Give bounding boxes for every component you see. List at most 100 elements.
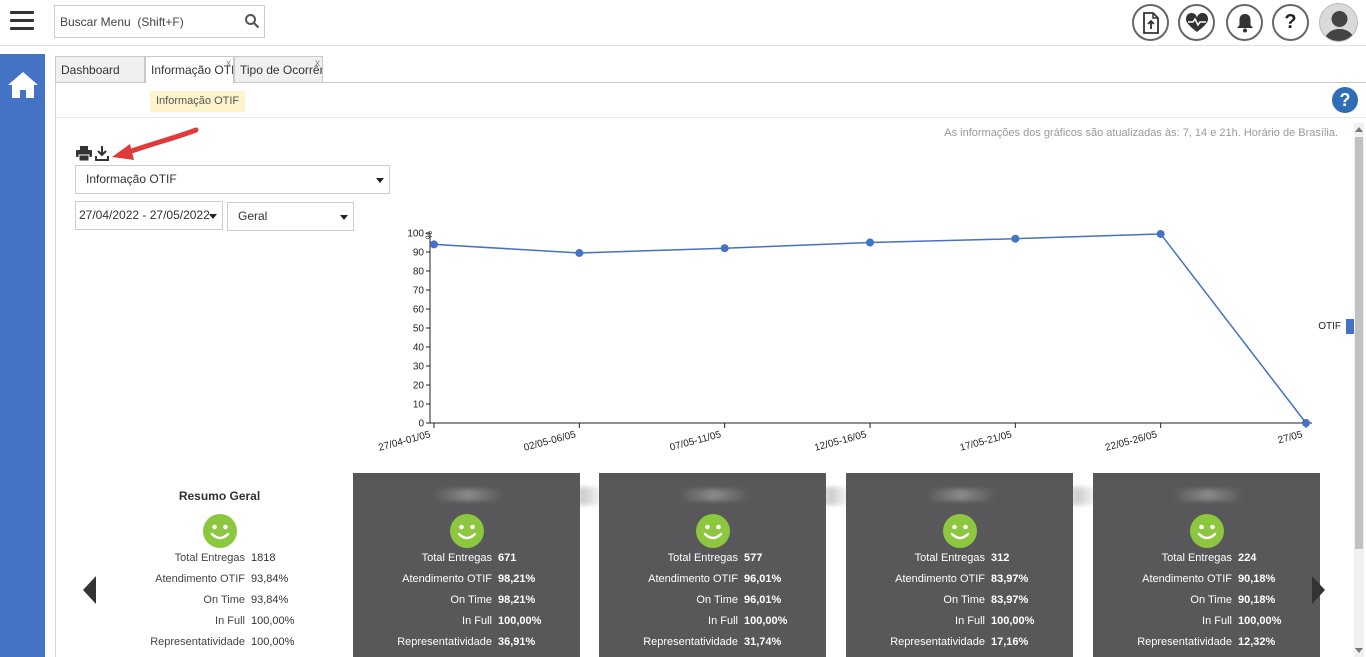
row-value: 100,00%	[251, 615, 295, 627]
scroll-up-icon[interactable]	[1355, 127, 1363, 132]
row-value: 100,00%	[251, 636, 295, 648]
x-tick-label: 27/05	[1277, 429, 1304, 446]
bell-icon[interactable]	[1226, 4, 1263, 41]
smiley-icon	[203, 514, 237, 548]
data-point	[866, 238, 874, 247]
card-row: On Time 90,18%	[1093, 590, 1320, 611]
data-point	[1011, 234, 1020, 243]
carousel-next-icon[interactable]	[1312, 576, 1325, 604]
row-value: 83,97%	[991, 594, 1029, 606]
card-row: Representatividade 12,32%	[1093, 632, 1320, 653]
scope-select[interactable]: Geral	[227, 202, 354, 231]
card-row: Total Entregas 312	[846, 548, 1073, 569]
row-value: 98,21%	[498, 573, 536, 585]
tab-informacao-otif[interactable]: Informação OTIF x	[145, 56, 234, 84]
row-value: 98,21%	[498, 594, 536, 606]
summary-card-4: Total Entregas 224 Atendimento OTIF 90,18%…	[1093, 473, 1320, 657]
smiley-icon	[1190, 514, 1224, 548]
row-label: In Full	[462, 615, 492, 627]
chevron-down-icon	[209, 214, 217, 219]
card-row: In Full 100,00%	[846, 611, 1073, 632]
print-icon[interactable]	[76, 146, 92, 161]
y-tick-label: 70	[413, 286, 425, 297]
carousel-prev-icon[interactable]	[83, 576, 96, 604]
row-value: 36,91%	[498, 636, 536, 648]
card-row: Total Entregas 224	[1093, 548, 1320, 569]
row-label: In Full	[708, 615, 738, 627]
scroll-thumb[interactable]	[1355, 137, 1363, 549]
y-tick-label: 60	[413, 305, 425, 316]
upload-file-icon[interactable]	[1132, 4, 1169, 41]
card-row: In Full 100,00%	[1093, 611, 1320, 632]
hamburger-menu-icon[interactable]	[10, 11, 34, 33]
row-label: Total Entregas	[667, 552, 738, 564]
smiley-icon	[943, 514, 977, 548]
heart-pulse-icon[interactable]	[1178, 4, 1215, 41]
home-icon[interactable]	[7, 70, 39, 100]
data-point	[1302, 419, 1310, 427]
download-icon[interactable]	[95, 145, 109, 161]
otif-line-chart: 0 10 20 30 40 50 60 70 80 90 100 % 27/04-01/05 02/05-…	[377, 229, 1361, 453]
summary-row: Total Entregas 1818	[106, 548, 333, 569]
y-tick-label: 30	[413, 362, 425, 373]
row-label: In Full	[215, 615, 245, 627]
row-label: Representatividade	[397, 636, 492, 648]
row-value: 224	[1238, 552, 1257, 564]
summary-general: Resumo Geral Total Entregas 1818 Atendime…	[106, 473, 333, 657]
summary-row: Atendimento OTIF 93,84%	[106, 569, 333, 590]
summary-card-3: Total Entregas 312 Atendimento OTIF 83,97%…	[846, 473, 1073, 657]
row-label: In Full	[955, 615, 985, 627]
row-label: Representatividade	[150, 636, 245, 648]
row-label: Total Entregas	[1161, 552, 1232, 564]
x-tick-label: 02/05-06/05	[523, 429, 578, 453]
summary-row: On Time 93,84%	[106, 590, 333, 611]
search-input[interactable]	[55, 6, 240, 37]
card-row: On Time 98,21%	[353, 590, 580, 611]
row-value: 93,84%	[251, 573, 289, 585]
scroll-down-icon[interactable]	[1355, 648, 1363, 653]
row-label: Atendimento OTIF	[648, 573, 738, 585]
chevron-down-icon	[340, 215, 348, 220]
card-row: Atendimento OTIF 83,97%	[846, 569, 1073, 590]
y-tick-label: 90	[413, 248, 425, 259]
summary-card-2: Total Entregas 577 Atendimento OTIF 96,01%…	[599, 473, 826, 657]
summary-row: Representatividade 100,00%	[106, 632, 333, 653]
tab-close-icon[interactable]: x	[315, 58, 320, 69]
report-select[interactable]: Informação OTIF	[75, 165, 390, 194]
tab-dashboard[interactable]: Dashboard	[55, 56, 145, 83]
summary-title: Resumo Geral	[178, 489, 261, 503]
summary-card-1: Total Entregas 671 Atendimento OTIF 98,21%…	[353, 473, 580, 657]
x-tick-label: 12/05-16/05	[813, 429, 868, 453]
tab-label: Dashboard	[61, 63, 120, 77]
x-tick-label: 27/04-01/05	[377, 429, 432, 453]
user-avatar-icon[interactable]	[1319, 3, 1358, 42]
row-label: In Full	[1202, 615, 1232, 627]
card-row: Representatividade 17,16%	[846, 632, 1073, 653]
data-point	[1156, 229, 1165, 238]
row-value: 17,16%	[991, 636, 1029, 648]
x-tick-label: 17/05-21/05	[959, 429, 1014, 453]
row-value: 671	[498, 552, 517, 564]
report-select-value: Informação OTIF	[86, 172, 177, 186]
y-tick-label: 10	[413, 400, 425, 411]
row-label: Total Entregas	[421, 552, 492, 564]
row-value: 93,84%	[251, 594, 289, 606]
date-range-select[interactable]: 27/04/2022 - 27/05/2022	[75, 201, 223, 230]
row-label: On Time	[696, 594, 738, 606]
search-icon[interactable]	[244, 13, 260, 29]
redacted-card-title	[926, 489, 996, 501]
help-icon[interactable]: ?	[1332, 87, 1358, 113]
search-box	[54, 5, 265, 38]
row-label: Total Entregas	[174, 552, 245, 564]
row-label: On Time	[450, 594, 492, 606]
row-label: On Time	[943, 594, 985, 606]
question-icon[interactable]: ?	[1272, 4, 1309, 41]
top-bar: ?	[0, 0, 1366, 46]
smiley-icon	[696, 514, 730, 548]
card-row: Total Entregas 577	[599, 548, 826, 569]
tab-close-icon[interactable]: x	[226, 58, 231, 69]
tab-tipo-de-ocorrencia[interactable]: Tipo de Ocorrênciax	[234, 56, 323, 83]
card-row: Representatividade 36,91%	[353, 632, 580, 653]
scrollbar[interactable]	[1354, 123, 1364, 657]
row-value: 96,01%	[744, 594, 782, 606]
